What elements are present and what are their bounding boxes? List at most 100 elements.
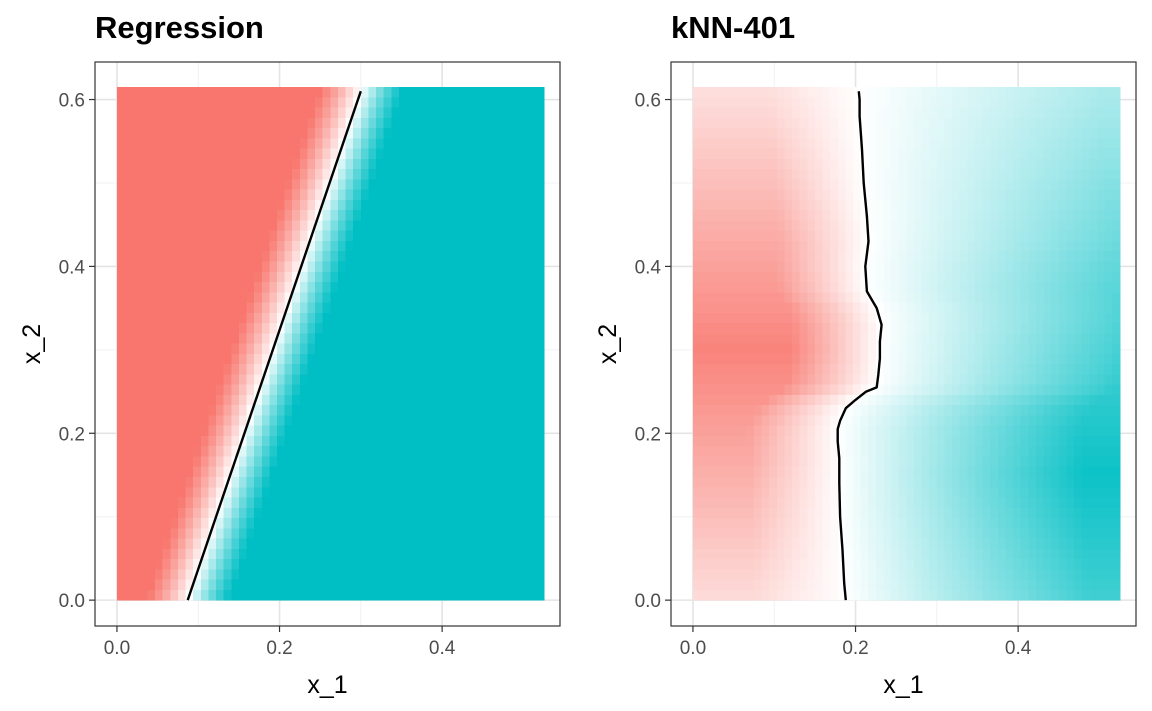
heatmap-cell xyxy=(261,210,270,222)
heatmap-cell xyxy=(116,97,126,109)
heatmap-cell xyxy=(368,538,377,550)
heatmap-cell xyxy=(1013,394,1022,406)
heatmap-cell xyxy=(715,323,725,334)
heatmap-cell xyxy=(776,466,785,478)
heatmap-cell xyxy=(1028,261,1037,273)
heatmap-cell xyxy=(845,384,854,396)
heatmap-cell xyxy=(769,456,778,468)
heatmap-cell xyxy=(990,466,999,478)
heatmap-cell xyxy=(124,518,133,529)
heatmap-cell xyxy=(132,405,141,417)
heatmap-cell xyxy=(155,302,164,314)
heatmap-cell xyxy=(513,538,522,550)
heatmap-cell xyxy=(116,507,126,519)
heatmap-cell xyxy=(746,384,755,396)
heatmap-cell xyxy=(406,169,415,180)
heatmap-cell xyxy=(898,384,907,396)
heatmap-cell xyxy=(792,364,801,375)
heatmap-cell xyxy=(753,312,763,324)
heatmap-cell xyxy=(353,405,362,417)
heatmap-cell xyxy=(238,189,248,201)
heatmap-cell xyxy=(368,230,377,242)
heatmap-cell xyxy=(1043,117,1052,129)
heatmap-cell xyxy=(723,199,732,211)
heatmap-cell xyxy=(891,384,900,396)
heatmap-cell xyxy=(162,518,171,529)
heatmap-cell xyxy=(944,353,953,365)
heatmap-cell xyxy=(482,528,491,540)
heatmap-cell xyxy=(952,179,961,191)
heatmap-cell xyxy=(1051,261,1060,273)
heatmap-cell xyxy=(1043,292,1052,304)
heatmap-cell xyxy=(467,466,476,478)
heatmap-cell xyxy=(246,210,255,222)
heatmap-cell xyxy=(1058,384,1067,396)
heatmap-cell xyxy=(860,282,869,293)
heatmap-cell xyxy=(322,518,331,529)
heatmap-cell xyxy=(315,569,324,581)
heatmap-cell xyxy=(520,559,530,570)
heatmap-cell xyxy=(1028,312,1037,324)
heatmap-cell xyxy=(723,240,732,252)
heatmap-cell xyxy=(536,579,545,591)
heatmap-cell xyxy=(216,210,225,222)
heatmap-cell xyxy=(269,466,278,478)
heatmap-cell xyxy=(700,282,709,293)
heatmap-cell xyxy=(444,87,453,98)
heatmap-cell xyxy=(284,97,293,109)
heatmap-cell xyxy=(231,251,240,263)
heatmap-cell xyxy=(177,261,187,273)
heatmap-cell xyxy=(746,240,755,252)
heatmap-cell xyxy=(860,456,869,468)
heatmap-cell xyxy=(807,405,816,417)
heatmap-cell xyxy=(414,518,423,529)
heatmap-cell xyxy=(692,138,702,150)
heatmap-cell xyxy=(837,261,846,273)
heatmap-cell xyxy=(738,230,747,242)
heatmap-cell xyxy=(353,210,362,222)
heatmap-cell xyxy=(337,251,347,263)
heatmap-cell xyxy=(974,138,984,150)
heatmap-cell xyxy=(990,353,999,365)
heatmap-cell xyxy=(520,548,530,560)
heatmap-cell xyxy=(1051,333,1060,345)
heatmap-cell xyxy=(429,364,438,375)
heatmap-cell xyxy=(116,476,126,488)
heatmap-cell xyxy=(944,158,953,170)
heatmap-cell xyxy=(490,333,499,345)
heatmap-cell xyxy=(132,548,141,560)
heatmap-cell xyxy=(997,158,1007,170)
heatmap-cell xyxy=(891,240,900,252)
heatmap-cell xyxy=(315,199,324,211)
heatmap-cell xyxy=(444,374,453,386)
heatmap-cell xyxy=(200,466,209,478)
heatmap-cell xyxy=(868,425,877,437)
heatmap-cell xyxy=(746,312,755,324)
heatmap-cell xyxy=(692,394,702,406)
heatmap-cell xyxy=(116,240,126,252)
heatmap-cell xyxy=(921,282,930,293)
heatmap-cell xyxy=(1051,384,1060,396)
heatmap-cell xyxy=(482,292,491,304)
heatmap-cell xyxy=(193,333,202,345)
heatmap-cell xyxy=(1074,343,1083,355)
heatmap-cell xyxy=(814,405,824,417)
heatmap-cell xyxy=(868,394,877,406)
heatmap-cell xyxy=(345,220,354,232)
heatmap-cell xyxy=(792,343,801,355)
heatmap-cell xyxy=(990,97,999,109)
heatmap-cell xyxy=(322,230,331,242)
heatmap-cell xyxy=(997,230,1007,242)
heatmap-cell xyxy=(1089,189,1098,201)
heatmap-cell xyxy=(1096,117,1106,129)
heatmap-cell xyxy=(383,415,392,427)
heatmap-cell xyxy=(520,261,530,273)
heatmap-cell xyxy=(498,189,507,201)
heatmap-cell xyxy=(1058,353,1067,365)
heatmap-cell xyxy=(723,456,732,468)
heatmap-cell xyxy=(1035,87,1045,98)
heatmap-cell xyxy=(738,169,747,180)
heatmap-cell xyxy=(421,384,431,396)
heatmap-cell xyxy=(715,199,725,211)
heatmap-cell xyxy=(490,107,499,119)
